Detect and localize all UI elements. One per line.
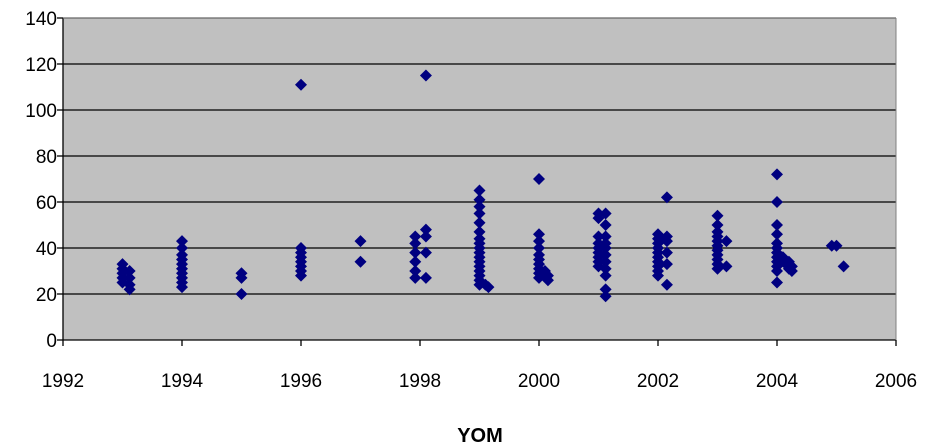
data-point xyxy=(599,262,612,275)
y-tick-label-100: 100 xyxy=(25,101,57,122)
data-point xyxy=(176,242,188,254)
data-point xyxy=(599,290,612,303)
y-tick-label-80: 80 xyxy=(36,147,57,168)
y-tick-label-60: 60 xyxy=(36,193,57,214)
y-tick-label-140: 140 xyxy=(25,9,57,30)
data-point xyxy=(482,281,495,294)
data-point xyxy=(419,69,432,82)
y-tick-label-0: 0 xyxy=(46,331,57,352)
data-point xyxy=(660,258,673,271)
data-point xyxy=(419,223,432,236)
x-tick-label-1998: 1998 xyxy=(399,371,441,392)
data-point xyxy=(771,196,783,208)
data-point xyxy=(409,265,422,277)
data-point xyxy=(592,230,605,243)
data-point xyxy=(473,184,486,197)
data-point xyxy=(473,200,486,213)
data-point xyxy=(720,260,733,273)
data-point xyxy=(419,246,432,259)
x-tick-label-2006: 2006 xyxy=(875,371,917,392)
data-point xyxy=(533,228,545,241)
data-point xyxy=(771,276,783,289)
data-point xyxy=(419,271,432,284)
x-tick-label-1996: 1996 xyxy=(280,371,322,392)
data-point xyxy=(711,209,724,222)
data-point xyxy=(599,255,612,268)
data-point xyxy=(473,225,486,238)
data-point xyxy=(785,265,798,277)
data-point xyxy=(473,207,486,220)
data-point xyxy=(541,274,554,287)
data-point xyxy=(660,246,673,259)
data-point xyxy=(533,242,545,254)
x-tick-label-1994: 1994 xyxy=(161,371,204,392)
data-point xyxy=(711,262,724,275)
y-tick-label-20: 20 xyxy=(36,285,57,306)
data-point xyxy=(599,230,612,243)
y-tick-label-120: 120 xyxy=(25,55,57,76)
x-tick-label-2004: 2004 xyxy=(756,371,799,392)
data-point xyxy=(473,193,486,206)
data-point xyxy=(123,271,136,284)
data-point xyxy=(176,281,188,294)
data-point xyxy=(771,219,783,231)
data-point xyxy=(533,173,545,185)
x-tick-label-2000: 2000 xyxy=(518,371,560,392)
data-point xyxy=(533,235,545,248)
axes xyxy=(57,17,897,346)
data-point xyxy=(771,168,783,181)
plot-area xyxy=(63,18,896,340)
data-point xyxy=(660,235,673,248)
data-point xyxy=(771,228,783,241)
y-tick-labels: 0 20 40 60 80 100 120 140 xyxy=(25,9,57,352)
data-point xyxy=(660,191,673,204)
data-point xyxy=(409,230,422,243)
data-point xyxy=(830,239,843,252)
data-point xyxy=(409,246,422,259)
x-tick-label-1992: 1992 xyxy=(42,371,84,392)
data-point xyxy=(419,230,432,243)
x-tick-labels: 1992 1994 1996 1998 2000 2002 2004 2006 xyxy=(42,371,917,392)
data-point xyxy=(652,269,664,282)
data-points xyxy=(116,69,850,303)
data-point xyxy=(409,237,422,250)
data-point xyxy=(660,278,673,291)
data-point xyxy=(599,242,612,254)
data-point xyxy=(599,248,612,261)
data-point xyxy=(720,235,733,248)
x-tick-label-2002: 2002 xyxy=(637,371,679,392)
data-point xyxy=(599,269,612,282)
data-point xyxy=(409,255,422,268)
data-point xyxy=(354,235,367,248)
data-point xyxy=(176,235,188,248)
data-point xyxy=(771,265,783,277)
data-point xyxy=(295,269,307,282)
data-point xyxy=(533,271,545,284)
data-point xyxy=(711,219,724,231)
data-point xyxy=(123,265,136,277)
data-point xyxy=(295,78,307,91)
data-point xyxy=(599,207,612,220)
data-point xyxy=(599,283,612,296)
data-point xyxy=(599,219,612,231)
data-point xyxy=(123,283,136,296)
data-point xyxy=(837,260,850,273)
data-point xyxy=(235,271,248,284)
data-point xyxy=(235,288,248,300)
data-point xyxy=(354,255,367,268)
y-tick-label-40: 40 xyxy=(36,239,57,260)
data-point xyxy=(473,216,486,229)
x-axis-title: YOM xyxy=(457,425,503,447)
data-point xyxy=(409,271,422,284)
